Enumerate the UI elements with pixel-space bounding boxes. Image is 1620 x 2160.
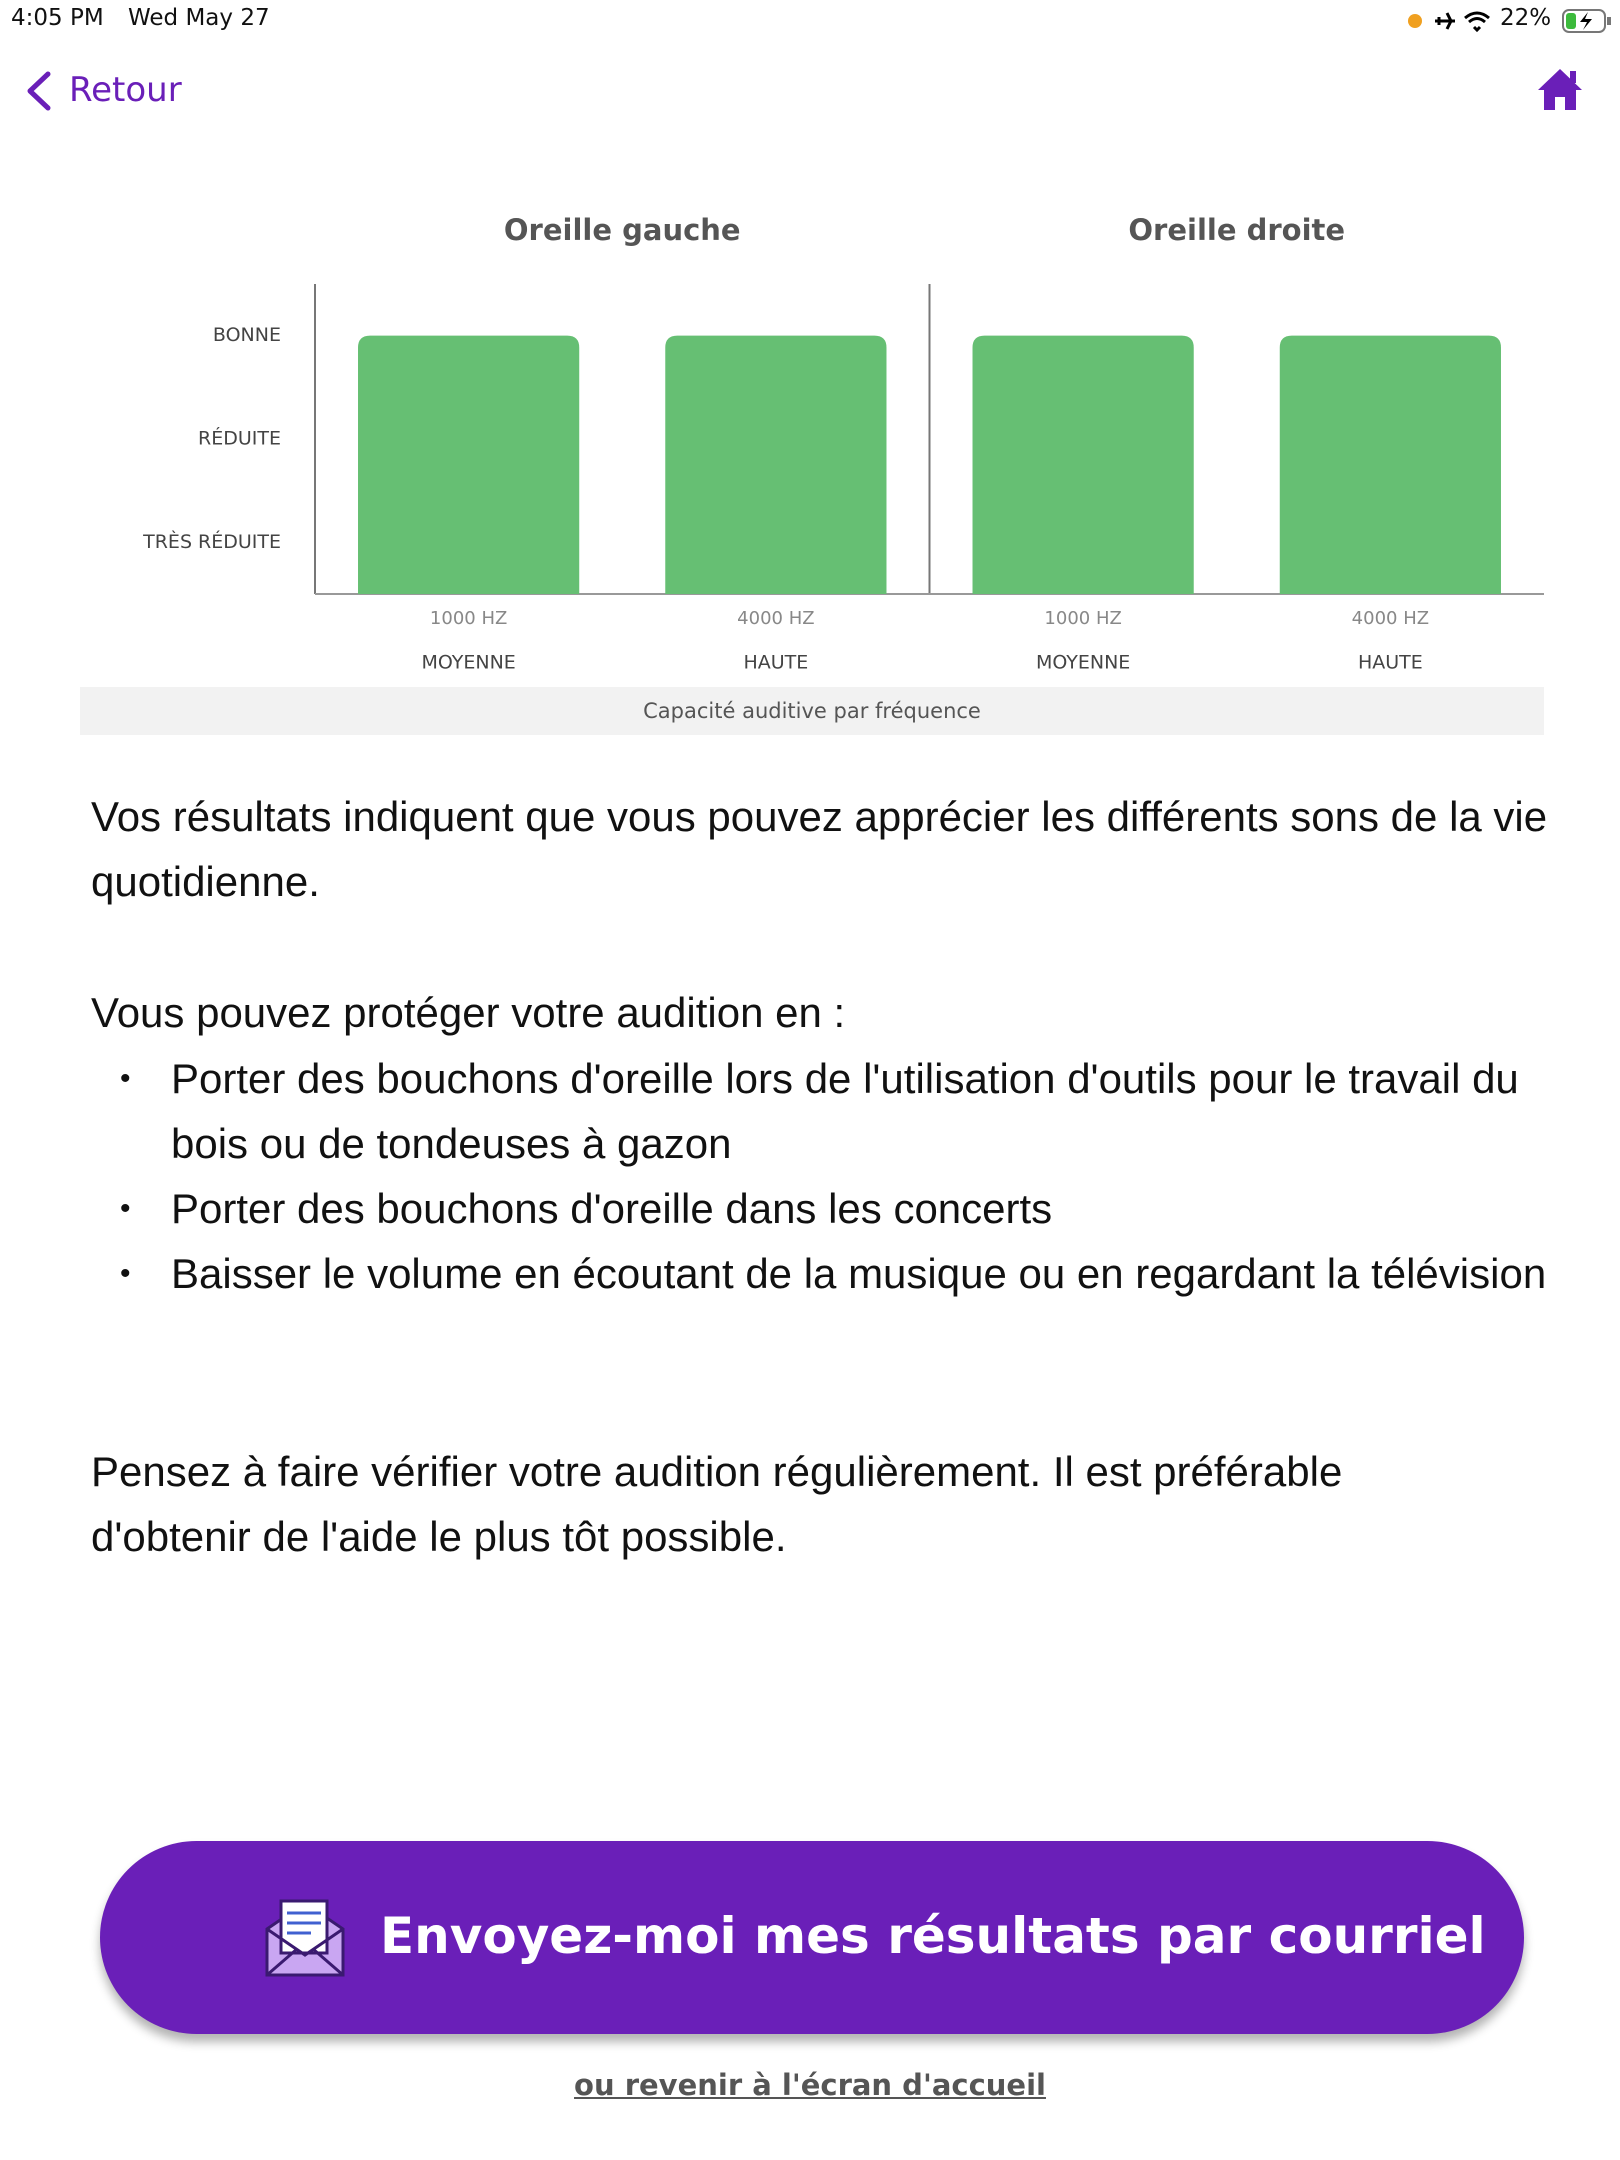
tip: Baisser le volume en écoutant de la musi…	[120, 1241, 1581, 1306]
back-chevron[interactable]	[22, 70, 56, 112]
battery-icon	[1562, 9, 1611, 33]
email-button-label: Envoyez-moi mes résultats par courriel	[380, 1907, 1486, 1965]
protect-intro: Vous pouvez protéger votre audition en :	[91, 989, 846, 1036]
tips-list: Porter des bouchons d'oreille lors de l'…	[91, 1046, 1581, 1306]
home-link[interactable]: ou revenir à l'écran d'accueil	[574, 2068, 1046, 2102]
chart: Capacité auditive par fréquence Oreille …	[80, 213, 1544, 735]
x-tick-label: 1000 HZ	[430, 608, 507, 629]
tip: Porter des bouchons d'oreille lors de l'…	[120, 1046, 1581, 1176]
panel-title: Oreille droite	[1128, 213, 1345, 247]
x-group-label: MOYENNE	[421, 652, 515, 674]
caption-band	[80, 687, 1544, 735]
summary: Vos résultats indiquent que vous pouvez …	[91, 793, 1548, 905]
bar	[358, 335, 580, 594]
x-group-label: MOYENNE	[1036, 652, 1130, 674]
chart-caption: Capacité auditive par fréquence	[643, 699, 981, 723]
bar	[1279, 335, 1501, 594]
status-date: Wed May 27	[128, 5, 270, 31]
y-tick-label: RÉDUITE	[198, 427, 281, 450]
status-time: 4:05 PM	[11, 5, 104, 31]
reminder: Pensez à faire vérifier votre audition r…	[91, 1448, 1343, 1560]
bar	[972, 335, 1194, 594]
tip: Porter des bouchons d'oreille dans les c…	[120, 1176, 1581, 1241]
y-tick-label: TRÈS RÉDUITE	[142, 530, 281, 553]
back-button[interactable]: Retour	[69, 70, 182, 110]
envelope-icon	[265, 1899, 345, 1977]
status-icons	[1408, 11, 1490, 33]
x-tick-label: 1000 HZ	[1044, 608, 1121, 629]
x-tick-label: 4000 HZ	[737, 608, 814, 629]
battery-level: 22%	[1500, 5, 1552, 31]
x-group-label: HAUTE	[1358, 652, 1423, 674]
home-icon[interactable]	[1536, 66, 1584, 112]
y-tick-label: BONNE	[213, 324, 281, 346]
panel-title: Oreille gauche	[504, 213, 741, 247]
email-button[interactable]: Envoyez-moi mes résultats par courriel	[100, 1841, 1524, 2034]
x-group-label: HAUTE	[743, 652, 808, 674]
bar	[665, 335, 887, 594]
x-tick-label: 4000 HZ	[1352, 608, 1429, 629]
